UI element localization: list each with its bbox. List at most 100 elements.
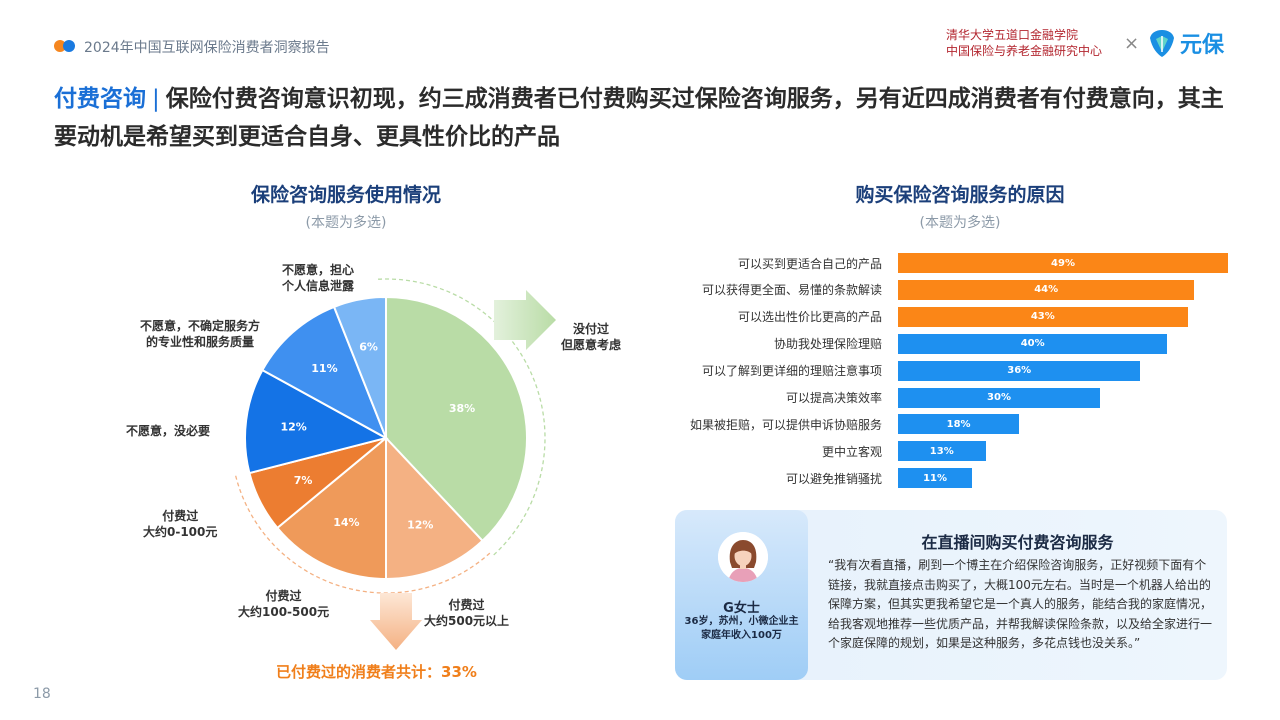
pie-slice (385, 295, 528, 543)
bar-category-label: 可以获得更全面、易懂的条款解读 (701, 283, 882, 298)
bar-category-label: 可以选出性价比更高的产品 (737, 310, 882, 325)
pie-slice-value: 38% (449, 402, 475, 415)
pie-label-quality-line2: 的专业性和服务质量 (146, 335, 255, 349)
pie-label-100-500-line2: 大约100-500元 (238, 605, 330, 619)
bar-row: 可以避免推销骚扰 (0, 468, 898, 488)
persona-name: G女士 (723, 601, 760, 616)
bar-section-title: 购买保险咨询服务的原因 (855, 184, 1065, 206)
yuanbao-logo: 元保 (1148, 27, 1224, 59)
bar-value-label: 40% (1020, 338, 1045, 350)
pie-label-0-100-line2: 大约0-100元 (143, 525, 218, 539)
pie-label-consider-line2: 但愿意考虑 (561, 338, 622, 352)
pie-slice (244, 368, 389, 475)
bar-row: 可以买到更适合自己的产品 (0, 253, 898, 273)
bar-value-label: 49% (1051, 257, 1075, 269)
pie-label-privacy: 不愿意，担心 个人信息泄露 (282, 262, 354, 294)
bar-category-label: 可以提高决策效率 (785, 391, 882, 405)
pie-label-100-500: 付费过 大约100-500元 (238, 588, 329, 620)
bar-category-label: 如果被拒赔，可以提供申诉协赔服务 (689, 417, 882, 432)
bar: 36% (898, 360, 1141, 381)
bar-category-label: 可以了解到更详细的理赔注意事项 (701, 364, 882, 379)
woman-avatar-icon (718, 532, 768, 582)
pie-slice-value: 6% (359, 341, 378, 354)
pie-slice-value: 12% (281, 420, 307, 433)
brand-dots (54, 40, 78, 52)
bar-row: 可以提高决策效率 (0, 388, 898, 408)
pie-slice (332, 295, 387, 439)
bar-row: 可以获得更全面、易懂的条款解读 (0, 280, 898, 300)
consider-arrow-icon (494, 290, 556, 350)
bar: 40% (898, 333, 1168, 354)
pie-label-0-100: 付费过 大约0-100元 (143, 508, 217, 540)
pie-slice (385, 435, 484, 581)
report-title: 2024年中国互联网保险消费者洞察报告 (84, 40, 330, 56)
bar: 13% (898, 441, 986, 462)
pie-slice-value: 7% (294, 474, 313, 487)
pie-slice (261, 305, 388, 441)
pie-label-no-need: 不愿意，没必要 (126, 424, 211, 438)
headline-separator: | (152, 86, 160, 112)
consider-bracket-arc (378, 278, 546, 557)
paid-arrow-icon (370, 593, 422, 650)
pie-label-consider: 没付过 但愿意考虑 (561, 321, 621, 353)
org-name: 清华大学五道口金融学院 中国保险与养老金融研究中心 (946, 27, 1102, 59)
bar-value-label: 36% (1007, 365, 1032, 377)
pie-label-privacy-line2: 个人信息泄露 (282, 279, 355, 293)
pie-label-quality-line1: 不愿意，不确定服务方 (140, 319, 261, 333)
bar-category-label: 可以避免推销骚扰 (785, 471, 882, 486)
testimonial-quote: “我有次看直播，刷到一个博主在介绍保险咨询服务，正好视频下面有个链接，我就直接点… (828, 558, 1213, 650)
bar-section-subtitle: (本题为多选) (919, 215, 1001, 231)
persona-info-line1: 36岁，苏州，小微企业主 (684, 616, 799, 627)
usage-pie-chart: 38% 12% 14% 7% 12% 11% 6% (234, 278, 556, 650)
pie-slice-value: 12% (407, 519, 433, 532)
bar-value-label: 43% (1030, 311, 1055, 323)
bar-value-label: 44% (1034, 284, 1059, 296)
shield-logo-icon (1150, 30, 1174, 57)
bar-category-label: 更中立客观 (821, 444, 882, 459)
bar: 44% (898, 279, 1195, 300)
bar-value-label: 18% (946, 418, 971, 430)
bar-row: 更中立客观 (0, 441, 898, 461)
testimonial-title: 在直播间购买付费咨询服务 (921, 533, 1114, 552)
persona-info-line2: 家庭年收入100万 (701, 630, 782, 641)
org-line-2: 中国保险与养老金融研究中心 (946, 44, 1103, 58)
bar-row: 协助我处理保险理赔 (0, 334, 898, 354)
page-headline: 付费咨询 | 保险付费咨询意识初现，约三成消费者已付费购买过保险咨询服务，另有近四成… (54, 80, 1234, 156)
bar-row: 可以了解到更详细的理赔注意事项 (0, 361, 898, 381)
headline-text: 保险付费咨询意识初现，约三成消费者已付费购买过保险咨询服务，另有近四成消费者有付… (54, 86, 1224, 150)
pie-slice-value: 11% (311, 362, 337, 375)
pie-label-500-plus-line1: 付费过 (448, 598, 485, 612)
headline-tag: 付费咨询 (54, 86, 146, 112)
bar: 18% (898, 414, 1020, 435)
pie-slice-value: 14% (333, 516, 359, 529)
pie-label-consider-line1: 没付过 (573, 322, 610, 336)
bar-category-label: 协助我处理保险理赔 (773, 337, 882, 352)
pie-label-500-plus-line2: 大约500元以上 (424, 614, 510, 628)
bar-category-label: 可以买到更适合自己的产品 (737, 256, 882, 271)
logo-text: 元保 (1180, 33, 1225, 58)
bar-row: 可以选出性价比更高的产品 (0, 307, 898, 327)
bar: 11% (898, 468, 973, 489)
pie-label-100-500-line1: 付费过 (265, 589, 302, 603)
persona-info: 36岁，苏州，小微企业主 家庭年收入100万 (675, 615, 808, 643)
bar-value-label: 11% (923, 472, 947, 484)
persona-avatar (718, 532, 768, 582)
bar: 30% (898, 387, 1101, 408)
bar-row: 如果被拒赔，可以提供申诉协赔服务 (0, 414, 898, 434)
bar-value-label: 30% (987, 392, 1011, 403)
pie-label-500-plus: 付费过 大约500元以上 (424, 597, 509, 629)
bar: 49% (898, 253, 1228, 273)
pie-label-0-100-line1: 付费过 (162, 509, 199, 523)
bar-value-label: 13% (929, 445, 954, 457)
pie-section-subtitle: (本题为多选) (305, 215, 387, 231)
times-icon: × (1124, 33, 1140, 54)
pie-slice (275, 435, 387, 581)
paid-bracket-arc (234, 473, 491, 594)
pie-label-privacy-line1: 不愿意，担心 (282, 263, 355, 277)
bar: 43% (898, 306, 1188, 327)
pie-label-quality: 不愿意，不确定服务方 的专业性和服务质量 (140, 318, 260, 350)
page-number: 18 (33, 686, 51, 702)
pie-section-title: 保险咨询服务使用情况 (250, 184, 441, 206)
org-line-1: 清华大学五道口金融学院 (946, 28, 1079, 42)
paid-total-label: 已付费过的消费者共计：33% (276, 663, 477, 681)
